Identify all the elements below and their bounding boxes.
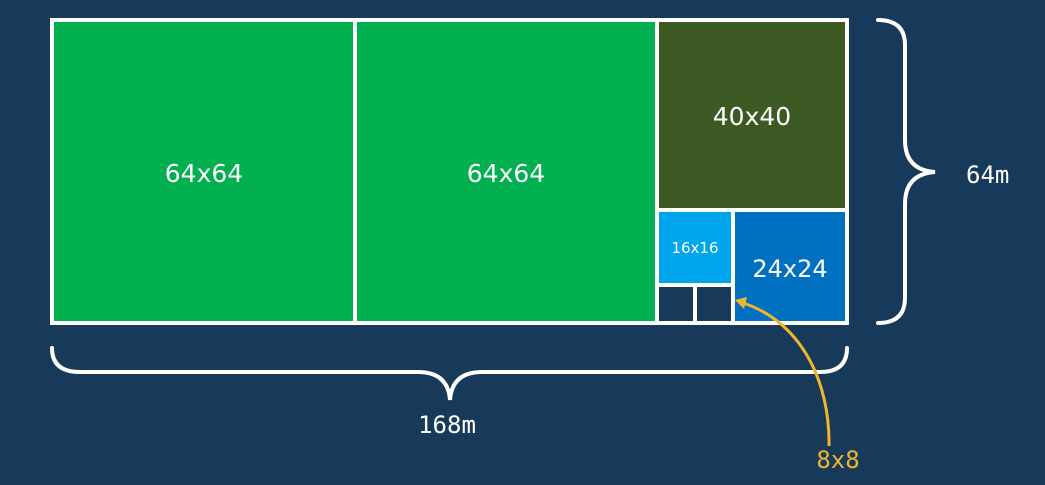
tile-16-label: 16x16	[671, 239, 718, 257]
tile-64-a	[54, 22, 354, 321]
callout-arrow	[739, 300, 831, 447]
tile-8-a	[659, 287, 694, 321]
tile-64-b-label: 64x64	[467, 159, 545, 188]
width-brace	[50, 346, 849, 401]
height-label: 64m	[966, 161, 1009, 189]
width-label: 168m	[418, 411, 476, 439]
tile-64-a-label: 64x64	[165, 159, 243, 188]
callout-8x8-label: 8x8	[816, 446, 859, 474]
tile-24	[735, 212, 845, 321]
tile-24-label: 24x24	[752, 255, 827, 283]
tile-40-label: 40x40	[713, 102, 791, 131]
callout-arrowhead	[735, 297, 747, 309]
tile-8-b	[697, 287, 731, 321]
tile-40	[659, 22, 845, 208]
tile-64-b	[357, 22, 655, 321]
outer-frame	[50, 18, 849, 325]
tile-16	[659, 212, 731, 283]
height-brace	[876, 18, 936, 325]
